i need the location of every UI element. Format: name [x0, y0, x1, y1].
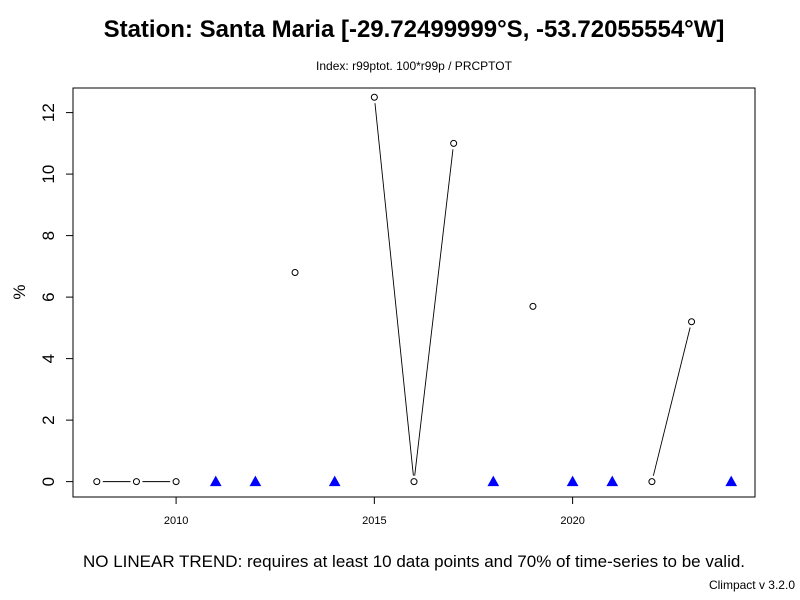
- trend-note: NO LINEAR TREND: requires at least 10 da…: [83, 552, 745, 571]
- y-tick-label: 4: [39, 354, 58, 363]
- data-point: [172, 478, 180, 486]
- y-tick-label: 12: [39, 103, 58, 122]
- y-axis-label: %: [10, 284, 29, 299]
- series-segment: [374, 103, 414, 476]
- missing-marker: [487, 475, 500, 487]
- missing-markers: [209, 475, 738, 487]
- plot-frame: [72, 87, 756, 498]
- data-points: [93, 93, 696, 486]
- data-point: [688, 318, 696, 326]
- data-point: [370, 93, 378, 101]
- chart-subtitle: Index: r99ptot. 100*r99p / PRCPTOT: [316, 59, 513, 73]
- chart-title: Station: Santa Maria [-29.72499999°S, -5…: [104, 16, 725, 43]
- data-point: [291, 269, 299, 277]
- missing-marker: [566, 475, 579, 487]
- series-segment: [414, 149, 454, 476]
- missing-marker: [725, 475, 738, 487]
- series-lines: [102, 103, 691, 483]
- data-point: [529, 302, 537, 310]
- x-tick-label: 2020: [560, 515, 584, 527]
- data-point: [648, 478, 656, 486]
- x-tick-label: 2010: [164, 515, 188, 527]
- missing-marker: [209, 475, 222, 487]
- y-tick-label: 0: [39, 477, 58, 486]
- data-point: [410, 478, 418, 486]
- missing-marker: [606, 475, 619, 487]
- missing-marker: [249, 475, 262, 487]
- y-tick-label: 8: [39, 231, 58, 240]
- missing-marker: [328, 475, 341, 487]
- y-axis: 0 2 4 6 8 10 12: [39, 103, 74, 486]
- x-axis: 2010 2015 2020: [164, 496, 585, 527]
- y-tick-label: 10: [39, 165, 58, 184]
- y-tick-label: 2: [39, 415, 58, 424]
- data-point: [132, 478, 140, 486]
- data-point: [93, 478, 101, 486]
- series-segment: [652, 327, 691, 476]
- x-tick-label: 2015: [362, 515, 386, 527]
- y-tick-label: 6: [39, 292, 58, 301]
- data-point: [450, 139, 458, 147]
- credit-label: Climpact v 3.2.0: [709, 578, 795, 592]
